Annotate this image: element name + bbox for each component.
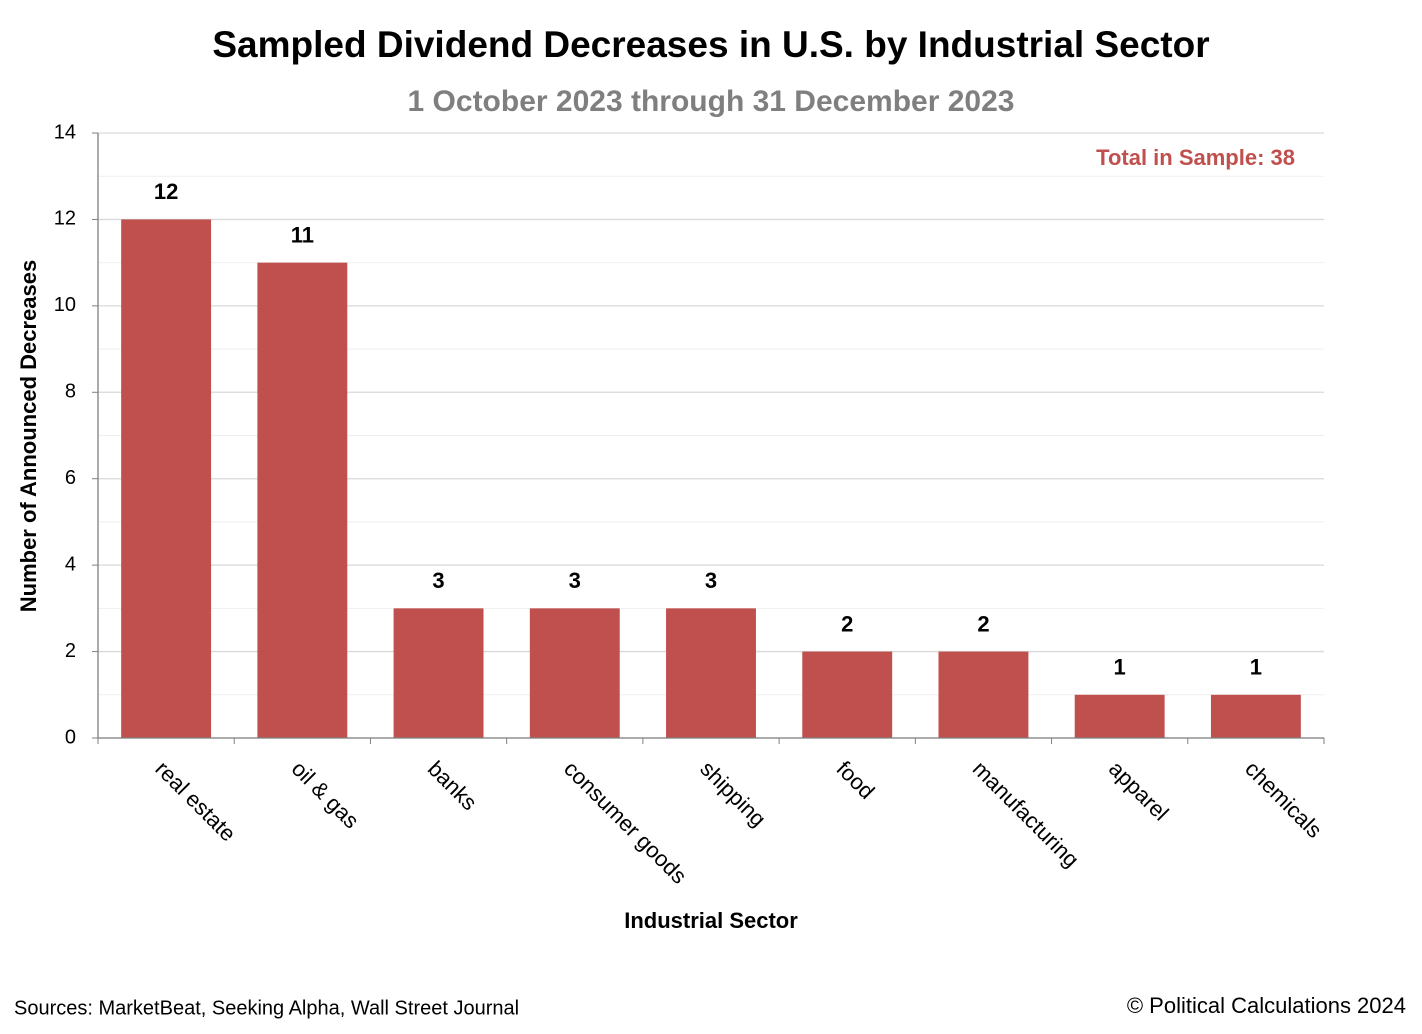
data-label: 2 (841, 611, 853, 636)
x-tick-label: chemicals (1240, 756, 1327, 843)
credit: © Political Calculations 2024 (1127, 993, 1406, 1018)
data-label: 11 (291, 222, 314, 247)
x-tick-label: oil & gas (287, 756, 364, 833)
x-tick-label: real estate (150, 756, 240, 846)
x-tick-label: food (832, 756, 880, 804)
y-axis-label: Number of Announced Decreases (16, 260, 41, 613)
annotation: Total in Sample: 38 (1096, 145, 1295, 170)
x-tick-label: shipping (695, 756, 771, 832)
y-tick-label: 14 (54, 121, 76, 143)
x-tick-label: manufacturing (968, 756, 1084, 872)
bar (1210, 694, 1301, 738)
bar (802, 651, 893, 738)
data-label: 12 (154, 179, 178, 204)
y-tick-label: 4 (65, 553, 76, 575)
bar (1074, 694, 1165, 738)
bar (257, 262, 348, 738)
data-label: 3 (432, 568, 444, 593)
chart-subtitle: 1 October 2023 through 31 December 2023 (408, 85, 1015, 118)
x-axis-label: Industrial Sector (624, 908, 798, 933)
x-tick-label: banks (423, 756, 482, 815)
data-label: 3 (705, 568, 717, 593)
x-tick-label: consumer goods (559, 756, 692, 889)
data-label: 1 (1114, 655, 1126, 680)
y-tick-label: 12 (54, 208, 76, 230)
y-tick-label: 10 (54, 294, 76, 316)
data-label: 1 (1250, 655, 1262, 680)
bar (666, 608, 756, 738)
data-label: 2 (977, 611, 989, 636)
bar (529, 608, 620, 738)
y-tick-label: 6 (65, 467, 76, 489)
x-tick-label: apparel (1104, 756, 1174, 826)
chart-title: Sampled Dividend Decreases in U.S. by In… (212, 24, 1209, 65)
bar (393, 608, 484, 738)
bar (121, 219, 212, 738)
y-tick-label: 8 (65, 381, 76, 403)
y-tick-label: 2 (65, 640, 76, 662)
data-label: 3 (569, 568, 581, 593)
bar (938, 651, 1029, 738)
y-tick-label: 0 (65, 726, 76, 748)
source-note: Sources: MarketBeat, Seeking Alpha, Wall… (14, 997, 519, 1019)
